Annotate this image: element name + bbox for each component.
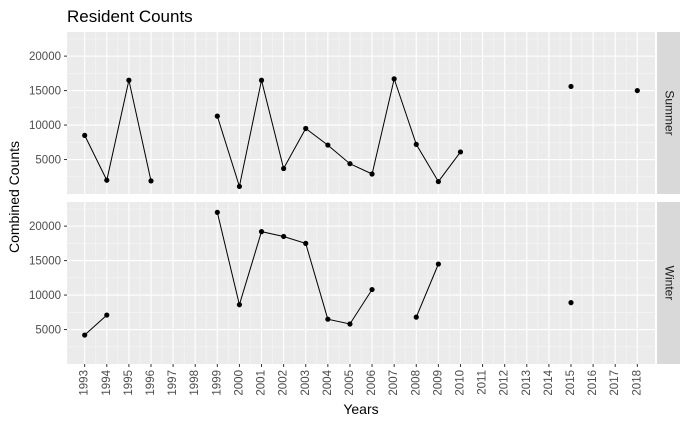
x-tick-label: 2015 — [565, 370, 577, 396]
x-tick-label: 2013 — [521, 370, 533, 396]
panel-summer: 5000 10000 15000 20000 Summer — [29, 32, 680, 194]
y-axis-title: Combined Counts — [6, 141, 22, 253]
data-point — [236, 183, 243, 190]
panel-winter: 5000 10000 15000 20000 Winter — [29, 202, 680, 364]
y-tick-label: 10000 — [29, 120, 61, 132]
chart-title: Resident Counts — [67, 7, 193, 26]
data-point — [568, 83, 574, 90]
data-point — [303, 240, 309, 246]
x-tick-label: 2004 — [322, 369, 334, 395]
x-tick-label: 2000 — [233, 370, 245, 396]
x-tick-label: 1996 — [145, 370, 157, 396]
data-point — [281, 233, 287, 240]
data-point — [236, 302, 243, 308]
data-point — [104, 312, 110, 318]
facet-strip-label: Summer — [662, 90, 676, 135]
data-point — [303, 125, 309, 132]
series-line — [84, 80, 152, 182]
x-tick-label: 2018 — [631, 370, 643, 396]
series-line — [84, 314, 108, 336]
data-point — [126, 77, 132, 83]
data-point — [258, 229, 265, 235]
data-point — [435, 261, 441, 267]
x-axis-title: Years — [343, 401, 378, 417]
data-point — [435, 178, 441, 185]
data-point — [325, 142, 331, 148]
data-point — [369, 286, 375, 293]
y-tick-label: 20000 — [29, 221, 61, 233]
data-point — [325, 316, 331, 322]
x-tick-label: 1998 — [189, 370, 201, 396]
x-tick-label: 2002 — [278, 370, 290, 396]
data-point — [347, 321, 353, 327]
data-point — [413, 314, 419, 320]
data-point — [214, 209, 220, 215]
data-point — [281, 165, 287, 172]
x-tick-label: 1995 — [123, 370, 135, 396]
x-tick-label: 2009 — [432, 370, 444, 396]
data-point — [391, 76, 397, 82]
series-line — [216, 77, 461, 189]
data-point — [413, 141, 419, 147]
x-tick-label: 2006 — [366, 370, 378, 396]
x-tick-label: 2011 — [477, 370, 489, 395]
data-point — [258, 77, 265, 83]
data-point — [634, 87, 640, 94]
y-tick-label: 5000 — [35, 155, 61, 167]
data-point — [214, 113, 220, 119]
data-point — [457, 149, 464, 155]
x-tick-label: 1993 — [79, 370, 91, 396]
data-point — [82, 132, 88, 139]
series-line — [216, 212, 373, 325]
y-tick-label: 10000 — [29, 290, 61, 302]
x-tick-label: 2012 — [499, 370, 511, 396]
x-tick-label: 1994 — [101, 369, 113, 395]
x-tick-label: 2010 — [455, 370, 467, 396]
data-point — [347, 161, 353, 167]
series-line — [415, 263, 439, 318]
x-tick-label: 2014 — [543, 369, 555, 395]
facet-strip — [657, 32, 680, 194]
data-point — [82, 332, 88, 338]
x-tick-label: 2016 — [587, 370, 599, 396]
y-tick-label: 15000 — [29, 256, 61, 268]
x-tick-label: 1997 — [167, 370, 179, 396]
data-point — [369, 171, 375, 177]
data-point — [148, 178, 154, 184]
x-tick-label: 2008 — [410, 370, 422, 396]
x-tick-label: 2007 — [388, 370, 400, 396]
y-tick-label: 5000 — [35, 325, 61, 337]
y-tick-label: 20000 — [29, 51, 61, 63]
x-tick-label: 1999 — [211, 370, 223, 396]
y-tick-label: 15000 — [29, 86, 61, 98]
x-tick-label: 2005 — [344, 370, 356, 396]
x-tick-label: 2001 — [256, 370, 268, 396]
data-point — [104, 177, 110, 183]
x-tick-label: 2003 — [300, 370, 312, 396]
facet-strip-label: Winter — [662, 266, 676, 301]
data-point — [568, 300, 574, 306]
facet-strip — [657, 202, 680, 364]
x-tick-label: 2017 — [609, 370, 621, 396]
